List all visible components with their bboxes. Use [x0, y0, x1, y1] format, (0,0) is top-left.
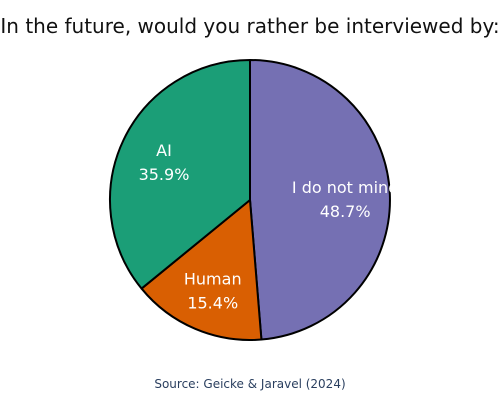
slice-category-label: I do not mind — [292, 178, 398, 197]
pie-slice-i-do-not-mind — [249, 59, 391, 341]
slice-label-human: Human 15.4% — [184, 270, 242, 313]
slice-value-label: 48.7% — [320, 202, 371, 221]
source-note: Source: Geicke & Jaravel (2024) — [154, 377, 346, 391]
slice-category-label: Human — [184, 270, 242, 289]
chart-title: In the future, would you rather be inter… — [0, 14, 500, 38]
slice-value-label: 35.9% — [139, 165, 190, 184]
slice-label-ai: AI 35.9% — [139, 141, 190, 184]
pie-slice-ai — [109, 59, 251, 290]
slice-category-label: AI — [156, 141, 172, 160]
pie-slice-human — [140, 199, 263, 341]
pie-labels: I do not mind 48.7% Human 15.4% AI 35.9% — [139, 141, 399, 312]
slice-value-label: 15.4% — [187, 294, 238, 313]
pie-slices — [109, 59, 391, 341]
slice-label-i-do-not-mind: I do not mind 48.7% — [292, 178, 398, 221]
